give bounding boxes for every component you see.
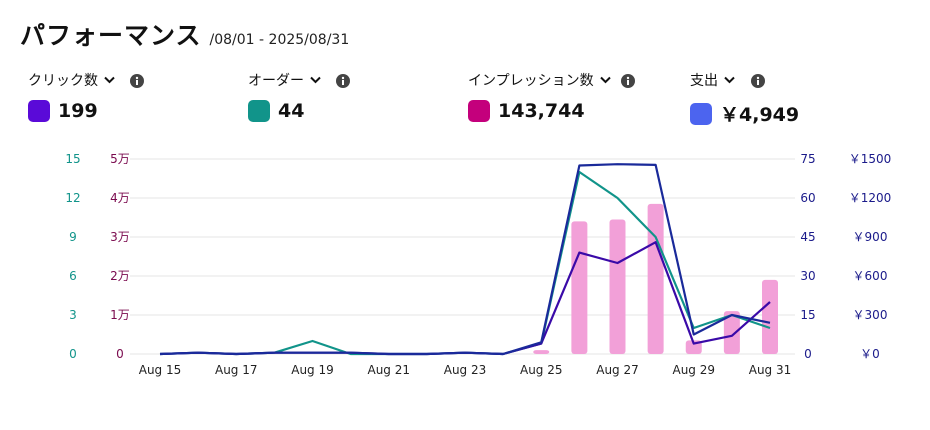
metric-label: インプレッション数 — [468, 73, 594, 89]
metric-swatch — [690, 102, 712, 125]
series-line-clicks — [159, 241, 771, 356]
chevron-down-icon — [599, 76, 611, 84]
y-tick-label: 3万 — [110, 230, 130, 244]
impression-bar — [723, 311, 740, 354]
x-tick-label: Aug 15 — [139, 363, 182, 377]
header: パフォーマンス /08/01 - 2025/08/31 — [20, 16, 349, 52]
info-icon[interactable] — [336, 74, 350, 88]
info-icon[interactable] — [751, 74, 765, 88]
metric-clicks-dropdown[interactable]: クリック数 — [28, 70, 115, 90]
y-tick-label: 0 — [804, 347, 812, 361]
x-tick-label: Aug 21 — [367, 363, 410, 377]
x-tick-label: Aug 17 — [215, 363, 258, 377]
metric-impressions-dropdown[interactable]: インプレッション数 — [468, 70, 611, 90]
metric-clicks: クリック数 199 — [28, 70, 144, 122]
series-line-spend — [159, 163, 771, 356]
metric-label: 支出 — [690, 73, 718, 89]
metric-label: オーダー — [248, 73, 304, 89]
chevron-down-icon — [310, 76, 321, 84]
impression-bar — [571, 221, 588, 354]
metric-label: クリック数 — [28, 73, 98, 89]
y-tick-label: 15 — [800, 308, 815, 322]
y-tick-label: ￥600 — [853, 269, 888, 283]
metric-value: 199 — [58, 100, 98, 122]
chevron-down-icon — [104, 76, 115, 84]
metric-value: 143,744 — [498, 100, 585, 122]
y-tick-label: 4万 — [110, 191, 130, 205]
metric-swatch — [248, 100, 270, 122]
impression-bar — [647, 203, 664, 354]
y-tick-label: ￥0 — [860, 347, 880, 361]
info-icon[interactable] — [621, 74, 635, 88]
y-tick-label: 2万 — [110, 269, 130, 283]
y-tick-label: 12 — [65, 191, 80, 205]
x-tick-label: Aug 31 — [749, 363, 792, 377]
metric-value: 44 — [278, 100, 305, 122]
y-tick-label: 15 — [65, 152, 80, 166]
metric-spend-dropdown[interactable]: 支出 — [690, 70, 799, 90]
y-tick-label: ￥1500 — [849, 152, 892, 166]
y-tick-label: 45 — [800, 230, 815, 244]
y-tick-label: 0 — [116, 347, 124, 361]
metric-orders: オーダー 44 — [248, 70, 350, 122]
metric-spend: 支出 ￥4,949 — [690, 70, 799, 127]
x-tick-label: Aug 25 — [520, 363, 563, 377]
x-tick-label: Aug 29 — [672, 363, 715, 377]
date-range: /08/01 - 2025/08/31 — [209, 32, 350, 48]
y-tick-label: 30 — [800, 269, 815, 283]
impression-bar — [609, 219, 626, 354]
y-tick-label: 5万 — [110, 152, 130, 166]
y-tick-label: 0 — [69, 347, 77, 361]
y-tick-label: 60 — [800, 191, 815, 205]
x-tick-label: Aug 23 — [444, 363, 487, 377]
y-tick-label: 3 — [69, 308, 77, 322]
metric-value: ￥4,949 — [720, 104, 800, 126]
metric-swatch — [468, 100, 490, 122]
metric-swatch — [28, 100, 50, 122]
impression-bar — [533, 350, 550, 354]
x-tick-label: Aug 19 — [291, 363, 334, 377]
chevron-down-icon — [724, 76, 735, 84]
page-title: パフォーマンス — [20, 21, 202, 50]
y-tick-label: ￥300 — [853, 308, 888, 322]
x-tick-label: Aug 27 — [596, 363, 639, 377]
y-tick-label: 9 — [69, 230, 77, 244]
impression-bar — [762, 279, 778, 354]
y-tick-label: 6 — [69, 269, 77, 283]
metric-impressions: インプレッション数 143,744 — [468, 70, 635, 122]
info-icon[interactable] — [130, 74, 144, 88]
y-tick-label: ￥1200 — [849, 191, 892, 205]
y-tick-label: ￥900 — [853, 230, 888, 244]
y-tick-label: 75 — [800, 152, 815, 166]
metric-orders-dropdown[interactable]: オーダー — [248, 70, 321, 90]
y-tick-label: 1万 — [110, 308, 130, 322]
